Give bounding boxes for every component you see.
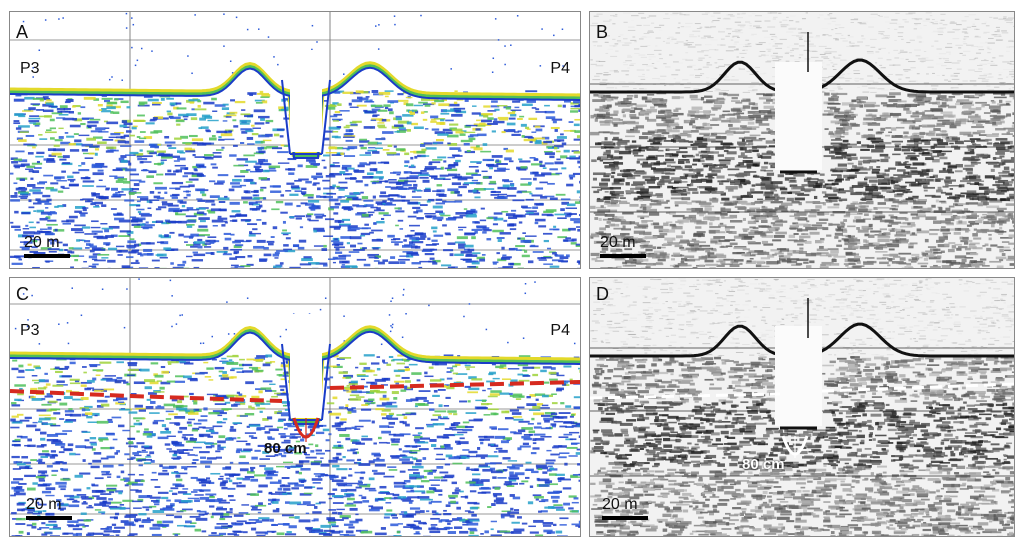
panel-a-color-profile: A P3 P4 20 m [9,11,581,269]
depth-annotation-d: 80 cm [742,456,785,473]
scale-bar-b: 20 m [600,234,646,258]
panel-b-grayscale-profile: B 20 m [589,11,1015,269]
scale-label-c: 20 m [26,496,62,513]
scale-label-b: 20 m [600,234,636,251]
scale-label-d: 20 m [602,496,638,513]
profile-label-p4: P4 [550,60,570,77]
panel-letter-c: C [16,284,29,304]
panel-letter-b: B [596,22,609,42]
scale-label-a: 20 m [24,234,60,251]
seismic-image-b [590,12,1014,268]
profile-label-p4: P4 [550,322,570,339]
depth-annotation-c: 80 cm [264,440,307,457]
panel-letter-d: D [596,284,609,304]
panel-d-grayscale-profile-annotated: D 80 cm 20 m [589,277,1015,537]
profile-label-p3: P3 [20,60,40,77]
panel-letter-a: A [16,22,29,42]
scale-bar-c: 20 m [26,496,72,520]
scale-bar-a: 20 m [24,234,70,258]
profile-label-p3: P3 [20,322,40,339]
scale-bar-d: 20 m [602,496,648,520]
panel-c-color-profile-annotated: C P3 P4 80 cm 20 m [9,277,581,537]
seismic-image-d [590,278,1014,536]
seismic-image-c [10,278,580,536]
seismic-image-a [10,12,580,268]
